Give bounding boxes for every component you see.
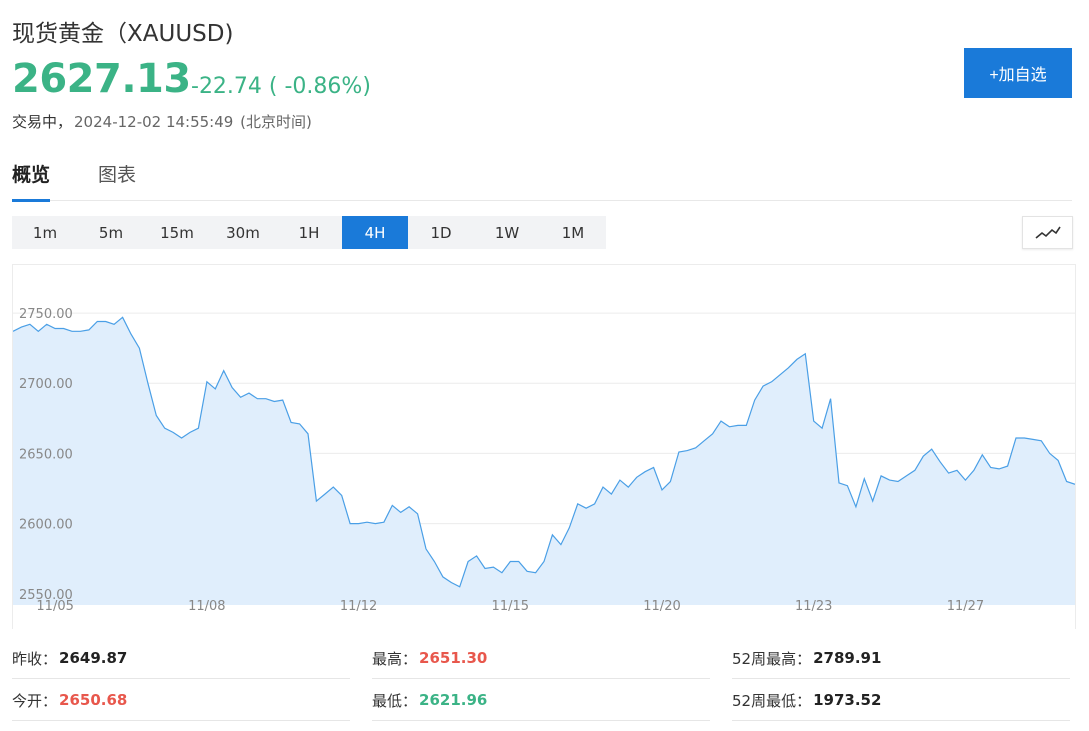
period-1h[interactable]: 1H bbox=[298, 223, 320, 242]
period-1m[interactable]: 1m bbox=[32, 223, 58, 242]
period-5m[interactable]: 5m bbox=[98, 223, 124, 242]
price-chart-svg: 2750.00 2700.00 2650.00 2600.00 2550.0011/05… bbox=[12, 307, 1076, 614]
y-tick-label: 2750.00 bbox=[19, 307, 73, 322]
stat-52w-low: 52周最低： 1973.52 bbox=[732, 680, 1070, 721]
period-15m[interactable]: 15m bbox=[160, 223, 194, 242]
stat-value: 2649.87 bbox=[59, 649, 128, 667]
stat-label: 最低： bbox=[372, 691, 418, 710]
x-tick-label: 11/20 bbox=[643, 599, 680, 614]
x-tick-label: 11/15 bbox=[492, 599, 529, 614]
stat-value: 1973.52 bbox=[813, 691, 882, 709]
x-tick-label: 11/23 bbox=[795, 599, 832, 614]
x-tick-label: 11/08 bbox=[188, 599, 225, 614]
chart-type-toggle[interactable] bbox=[1022, 216, 1073, 249]
trading-status: 交易中， 2024-12-02 14:55:49 (北京时间) bbox=[12, 111, 312, 132]
stat-high: 最高： 2651.30 bbox=[372, 638, 710, 679]
add-to-watchlist-button[interactable]: +加自选 bbox=[964, 48, 1072, 98]
timestamp: 2024-12-02 14:55:49 bbox=[74, 113, 234, 131]
page-title: 现货黄金（XAUUSD) bbox=[12, 21, 234, 47]
stat-label: 最高： bbox=[372, 649, 418, 668]
y-tick-label: 2600.00 bbox=[19, 518, 73, 533]
stat-value: 2651.30 bbox=[419, 649, 488, 667]
tab-chart[interactable]: 图表 bbox=[98, 164, 137, 186]
stat-value: 2650.68 bbox=[59, 691, 128, 709]
period-1mo[interactable]: 1M bbox=[561, 223, 585, 242]
stat-label: 52周最低： bbox=[732, 691, 812, 710]
status-text: 交易中， bbox=[12, 113, 73, 131]
stat-low: 最低： 2621.96 bbox=[372, 680, 710, 721]
tab-overview[interactable]: 概览 bbox=[12, 160, 51, 202]
stat-value: 2789.91 bbox=[813, 649, 882, 667]
stat-52w-high: 52周最高： 2789.91 bbox=[732, 638, 1070, 679]
y-tick-label: 2550.00 bbox=[19, 588, 73, 603]
price-chart[interactable]: 2750.00 2700.00 2650.00 2600.00 2550.00 11/05… bbox=[12, 264, 1076, 629]
stat-value: 2621.96 bbox=[419, 691, 488, 709]
x-tick-label: 11/05 bbox=[36, 599, 73, 614]
price-change: -22.74 ( -0.86%) bbox=[191, 74, 371, 99]
line-chart-icon bbox=[1034, 226, 1061, 239]
period-4h[interactable]: 4H bbox=[342, 216, 408, 249]
stat-prev-close: 昨收： 2649.87 bbox=[12, 638, 350, 679]
period-1d[interactable]: 1D bbox=[430, 223, 452, 242]
stat-label: 今开： bbox=[12, 691, 58, 710]
stat-label: 昨收： bbox=[12, 649, 58, 668]
current-price: 2627.13 bbox=[12, 56, 191, 102]
x-tick-label: 11/27 bbox=[947, 599, 984, 614]
period-30m[interactable]: 30m bbox=[226, 223, 260, 242]
period-selector: 1m 5m 15m 30m 1H 4H 1D 1W 1M bbox=[12, 216, 606, 249]
tab-bar: 概览 图表 bbox=[12, 160, 1072, 202]
stat-open: 今开： 2650.68 bbox=[12, 680, 350, 721]
stat-label: 52周最高： bbox=[732, 649, 812, 668]
y-tick-label: 2700.00 bbox=[19, 377, 73, 392]
timezone-label: (北京时间) bbox=[240, 113, 312, 131]
period-1w[interactable]: 1W bbox=[494, 223, 520, 242]
price-line bbox=[12, 316, 1076, 588]
x-tick-label: 11/12 bbox=[340, 599, 377, 614]
y-tick-label: 2650.00 bbox=[19, 447, 73, 462]
